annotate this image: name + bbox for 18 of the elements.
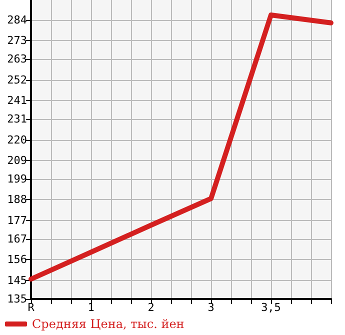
legend-label: Средняя Цена, тыс. йен (32, 317, 184, 331)
x-tick-label: 3,5 (261, 301, 281, 314)
y-tick-label: 177 (7, 214, 27, 227)
y-tick-label: 167 (7, 232, 27, 246)
y-tick-label: 273 (7, 34, 27, 47)
y-tick-label: 156 (7, 253, 27, 266)
y-tick-label: 135 (7, 292, 27, 306)
y-tick-label: 263 (7, 52, 27, 66)
x-tick-label: R (28, 301, 35, 314)
y-tick-label: 252 (7, 73, 27, 86)
y-tick-label: 209 (7, 154, 27, 167)
y-tick-label: 188 (7, 193, 27, 206)
y-tick-label: 284 (7, 13, 28, 26)
y-tick-label: 199 (7, 172, 27, 186)
y-tick-label: 220 (7, 133, 27, 146)
y-tick-label: 231 (7, 112, 27, 126)
y-tick-label: 145 (7, 274, 27, 287)
y-tick-label: 241 (7, 94, 27, 107)
